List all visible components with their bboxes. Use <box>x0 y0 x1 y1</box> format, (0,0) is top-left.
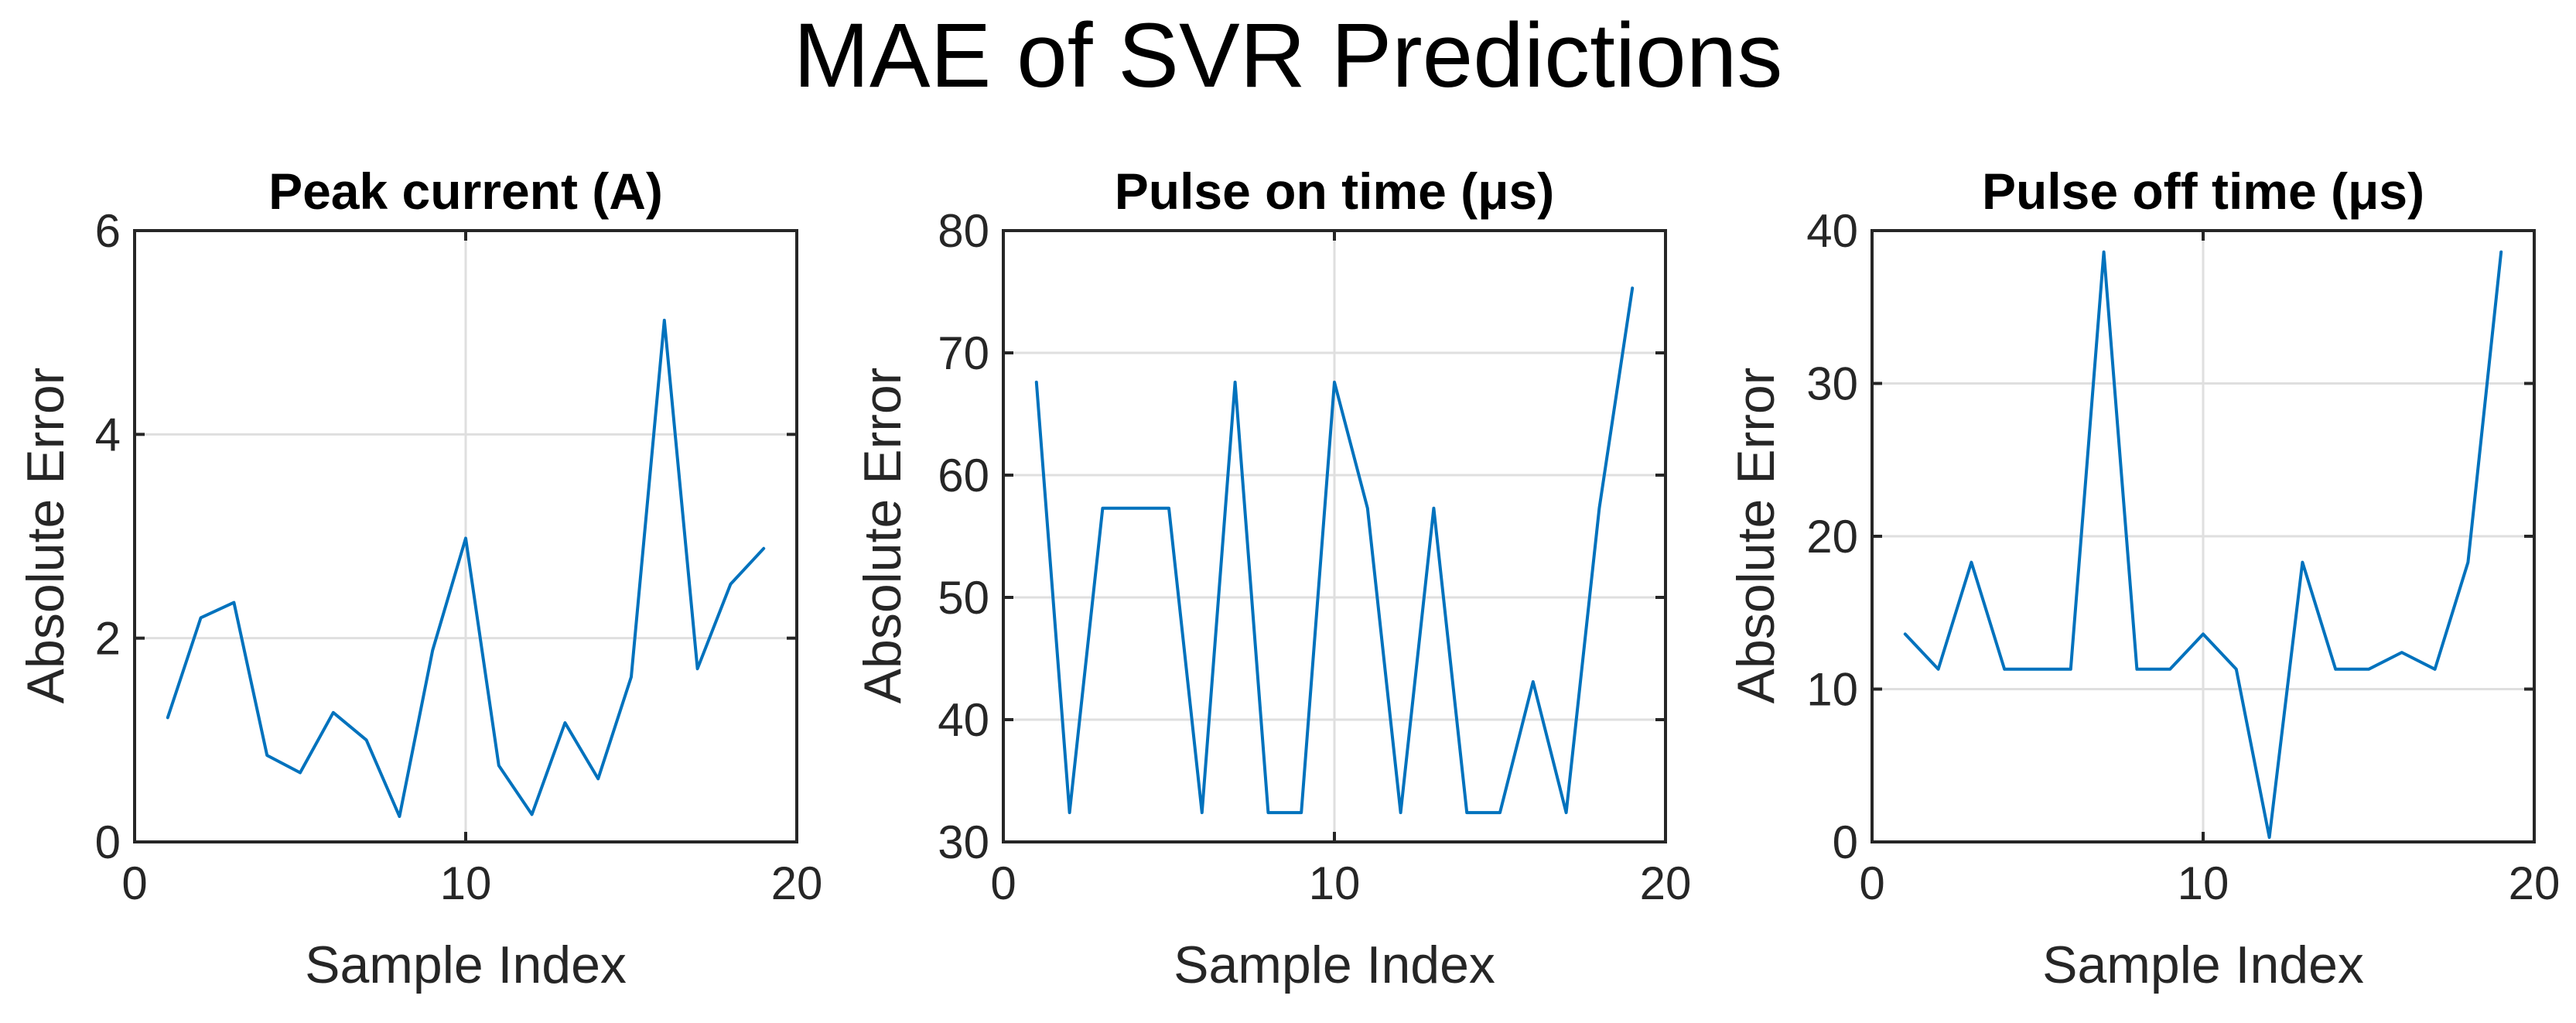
y-tick-label: 60 <box>938 450 989 501</box>
y-tick-label: 0 <box>95 816 121 868</box>
y-axis-label: Absolute Error <box>853 368 912 704</box>
x-tick-label: 20 <box>1640 857 1692 909</box>
panel-title: Pulse off time (μs) <box>1982 163 2424 220</box>
y-tick-label: 40 <box>938 694 989 746</box>
x-tick-label: 10 <box>2178 857 2229 909</box>
y-tick-label: 10 <box>1806 664 1858 716</box>
x-axis-label: Sample Index <box>1174 936 1495 994</box>
y-tick-label: 20 <box>1806 511 1858 563</box>
series-line <box>166 318 766 819</box>
x-tick-label: 10 <box>1309 857 1361 909</box>
x-axis-label: Sample Index <box>2042 936 2364 994</box>
y-tick-label: 70 <box>938 327 989 379</box>
x-tick-label: 0 <box>121 857 147 909</box>
x-tick-label: 20 <box>771 857 823 909</box>
y-tick-label: 50 <box>938 572 989 624</box>
y-axis-label: Absolute Error <box>16 368 75 704</box>
y-axis-label: Absolute Error <box>1727 368 1785 704</box>
panel-pulse-on-time: Pulse on time (μs) Sample Index Absolute… <box>853 163 1691 994</box>
y-tick-label: 4 <box>95 409 121 460</box>
series-line <box>1903 250 2503 840</box>
x-tick-label: 20 <box>2509 857 2561 909</box>
y-tick-label: 30 <box>1806 358 1858 410</box>
series-line <box>1034 286 1635 815</box>
y-tick-label: 80 <box>938 205 989 257</box>
figure-title: MAE of SVR Predictions <box>794 5 1783 107</box>
y-tick-label: 6 <box>95 205 121 257</box>
x-tick-label: 0 <box>990 857 1016 909</box>
y-tick-label: 0 <box>1833 816 1858 868</box>
y-tick-label: 30 <box>938 816 989 868</box>
panel-title: Pulse on time (μs) <box>1115 163 1554 220</box>
y-tick-label: 2 <box>95 613 121 665</box>
x-axis-label: Sample Index <box>305 936 627 994</box>
y-tick-label: 40 <box>1806 205 1858 257</box>
panel-peak-current: Peak current (A) Sample Index Absolute E… <box>16 163 822 994</box>
panel-title: Peak current (A) <box>268 163 663 220</box>
panel-pulse-off-time: Pulse off time (μs) Sample Index Absolut… <box>1727 163 2560 994</box>
x-tick-label: 0 <box>1859 857 1884 909</box>
x-tick-label: 10 <box>440 857 492 909</box>
